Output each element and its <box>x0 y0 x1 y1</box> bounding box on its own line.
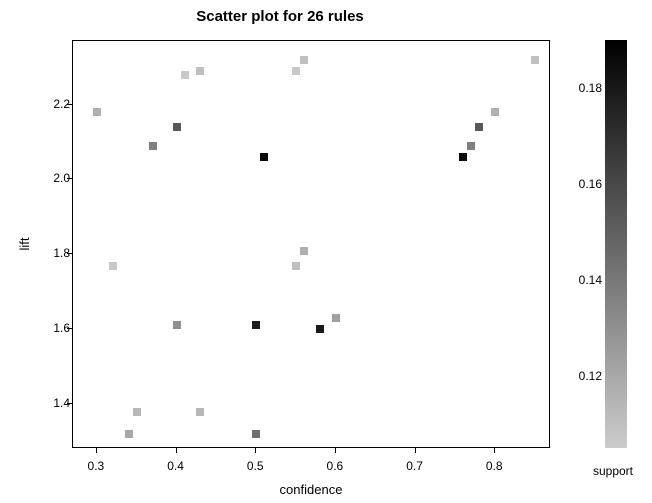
x-tick-mark <box>415 448 416 453</box>
scatter-point <box>300 247 308 255</box>
scatter-point <box>196 408 204 416</box>
x-tick-label: 0.4 <box>167 459 184 473</box>
scatter-plot-area <box>72 40 550 448</box>
scatter-point <box>109 262 117 270</box>
colorbar-gradient <box>605 40 627 448</box>
chart-title: Scatter plot for 26 rules <box>0 8 560 25</box>
scatter-point <box>292 67 300 75</box>
scatter-point <box>181 71 189 79</box>
x-axis-label: confidence <box>72 482 550 497</box>
scatter-point <box>332 314 340 322</box>
y-tick-label: 1.8 <box>30 246 70 260</box>
x-tick-label: 0.6 <box>327 459 344 473</box>
x-tick-label: 0.3 <box>88 459 105 473</box>
scatter-point <box>260 153 268 161</box>
y-tick-label: 1.4 <box>30 396 70 410</box>
scatter-point <box>292 262 300 270</box>
x-tick-mark <box>494 448 495 453</box>
scatter-point <box>316 325 324 333</box>
y-tick-mark <box>67 328 72 329</box>
y-tick-mark <box>67 104 72 105</box>
scatter-point <box>459 153 467 161</box>
scatter-point <box>149 142 157 150</box>
colorbar-tick-label: 0.12 <box>579 369 602 383</box>
x-tick-mark <box>255 448 256 453</box>
x-tick-label: 0.7 <box>406 459 423 473</box>
scatter-point <box>467 142 475 150</box>
scatter-point <box>93 108 101 116</box>
scatter-point <box>173 321 181 329</box>
x-tick-mark <box>335 448 336 453</box>
y-tick-mark <box>67 253 72 254</box>
scatter-point <box>252 430 260 438</box>
y-tick-label: 2.2 <box>30 97 70 111</box>
y-tick-label: 1.6 <box>30 321 70 335</box>
colorbar-tick-label: 0.14 <box>579 273 602 287</box>
scatter-point <box>491 108 499 116</box>
colorbar <box>605 40 627 448</box>
x-tick-label: 0.5 <box>247 459 264 473</box>
scatter-point <box>300 56 308 64</box>
x-tick-mark <box>176 448 177 453</box>
scatter-point <box>196 67 204 75</box>
scatter-point <box>125 430 133 438</box>
colorbar-tick-label: 0.18 <box>579 81 602 95</box>
scatter-point <box>133 408 141 416</box>
scatter-point <box>475 123 483 131</box>
x-tick-label: 0.8 <box>486 459 503 473</box>
scatter-point <box>173 123 181 131</box>
x-tick-mark <box>96 448 97 453</box>
scatter-point <box>531 56 539 64</box>
y-tick-mark <box>67 178 72 179</box>
scatter-point <box>252 321 260 329</box>
colorbar-label: support <box>588 464 638 478</box>
colorbar-tick-label: 0.16 <box>579 177 602 191</box>
y-tick-label: 2.0 <box>30 171 70 185</box>
y-tick-mark <box>67 403 72 404</box>
